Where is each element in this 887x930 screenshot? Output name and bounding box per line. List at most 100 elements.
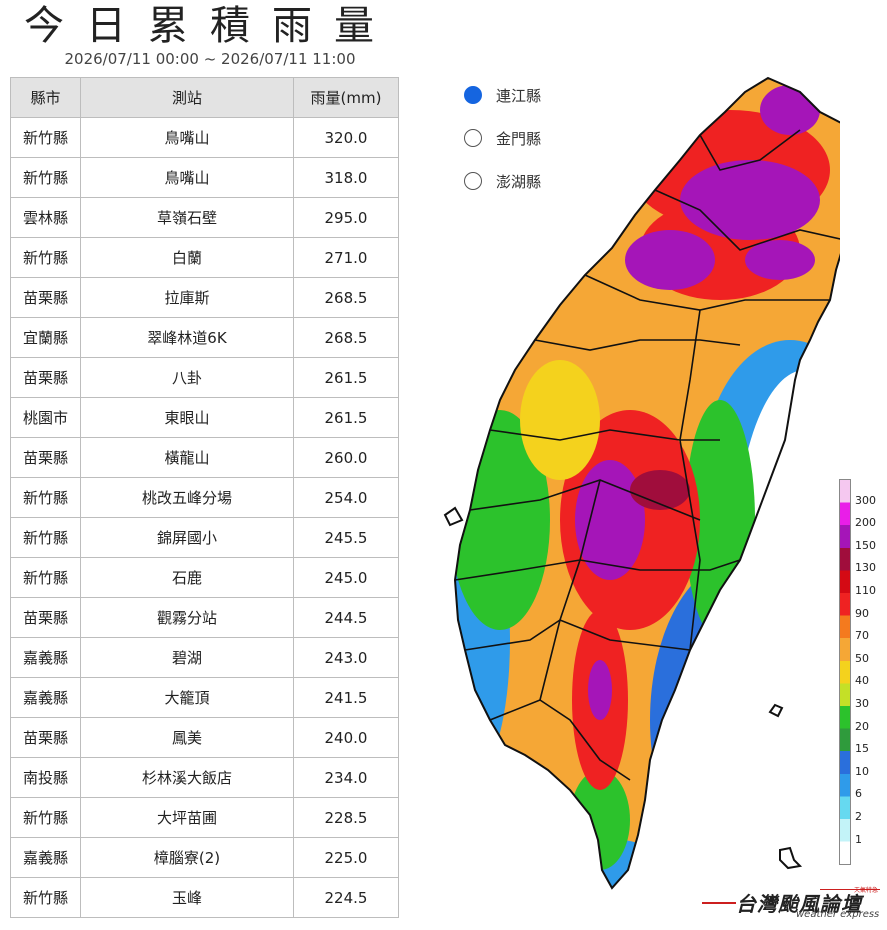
county-label: 連江縣 (496, 86, 542, 105)
rainfall-cell: 254.0 (293, 477, 399, 518)
county-cell: 桃園市 (10, 397, 81, 438)
brand-logo: 台灣颱風論壇 weather express 天氣特急 (700, 886, 885, 926)
table-row: 苗栗縣 觀霧分站 244.5 (10, 597, 399, 638)
county-cell: 新竹縣 (10, 477, 81, 518)
column-header-station: 測站 (80, 77, 294, 118)
station-cell: 錦屏國小 (80, 517, 294, 558)
rainfall-cell: 244.5 (293, 597, 399, 638)
rainfall-cell: 243.0 (293, 637, 399, 678)
table-row: 雲林縣 草嶺石壁 295.0 (10, 197, 399, 238)
county-cell: 苗栗縣 (10, 437, 81, 478)
rainfall-cell: 245.0 (293, 557, 399, 598)
table-row: 苗栗縣 橫龍山 260.0 (10, 437, 399, 478)
station-cell: 玉峰 (80, 877, 294, 918)
logo-subtext: weather express (796, 909, 880, 920)
table-row: 宜蘭縣 翠峰林道6K 268.5 (10, 317, 399, 358)
rainfall-cell: 234.0 (293, 757, 399, 798)
station-cell: 杉林溪大飯店 (80, 757, 294, 798)
station-cell: 碧湖 (80, 637, 294, 678)
table-row: 新竹縣 鳥嘴山 318.0 (10, 157, 399, 198)
county-selector: 連江縣 金門縣 澎湖縣 (464, 84, 541, 213)
legend-label: 2 (855, 810, 862, 823)
radio-selected-icon[interactable] (464, 86, 482, 104)
table-row: 新竹縣 大坪苗圃 228.5 (10, 797, 399, 838)
legend-label: 40 (855, 674, 869, 688)
station-cell: 石鹿 (80, 557, 294, 598)
county-cell: 宜蘭縣 (10, 317, 81, 358)
county-cell: 南投縣 (10, 757, 81, 798)
station-cell: 鳥嘴山 (80, 157, 294, 198)
rainfall-fill (455, 78, 840, 888)
radio-icon[interactable] (464, 172, 482, 190)
rainfall-cell: 295.0 (293, 197, 399, 238)
taiwan-rainfall-map (443, 76, 840, 890)
station-cell: 八卦 (80, 357, 294, 398)
table-row: 新竹縣 石鹿 245.0 (10, 557, 399, 598)
legend-label: 70 (855, 629, 869, 643)
legend-color-bar (839, 479, 851, 866)
county-cell: 苗栗縣 (10, 357, 81, 398)
table-row: 嘉義縣 碧湖 243.0 (10, 637, 399, 678)
station-cell: 鳥嘴山 (80, 117, 294, 158)
table-header-row: 縣市 測站 雨量(mm) (10, 77, 399, 118)
rainfall-cell: 224.5 (293, 877, 399, 918)
table-row: 嘉義縣 大籠頂 241.5 (10, 677, 399, 718)
rainfall-cell: 271.0 (293, 237, 399, 278)
logo-stroke (820, 889, 880, 890)
county-cell: 嘉義縣 (10, 677, 81, 718)
rainfall-cell: 320.0 (293, 117, 399, 158)
county-borders (454, 129, 840, 781)
station-cell: 大籠頂 (80, 677, 294, 718)
county-cell: 苗栗縣 (10, 597, 81, 638)
county-cell: 新竹縣 (10, 157, 81, 198)
station-cell: 白蘭 (80, 237, 294, 278)
table-row: 嘉義縣 樟腦寮(2) 225.0 (10, 837, 399, 878)
legend-label: 15 (855, 742, 869, 756)
page-title: 今日累積雨量 (24, 3, 396, 49)
rainfall-cell: 245.5 (293, 517, 399, 558)
county-cell: 新竹縣 (10, 517, 81, 558)
rainfall-cell: 318.0 (293, 157, 399, 198)
county-cell: 苗栗縣 (10, 717, 81, 758)
station-cell: 橫龍山 (80, 437, 294, 478)
county-cell: 新竹縣 (10, 877, 81, 918)
county-cell: 嘉義縣 (10, 637, 81, 678)
station-cell: 樟腦寮(2) (80, 837, 294, 878)
table-row: 新竹縣 錦屏國小 245.5 (10, 517, 399, 558)
legend-label: 50 (855, 651, 869, 665)
table-row: 南投縣 杉林溪大飯店 234.0 (10, 757, 399, 798)
green-island (768, 703, 784, 718)
logo-stroke (702, 902, 736, 904)
rainfall-cell: 268.5 (293, 317, 399, 358)
table-row: 苗栗縣 拉庫斯 268.5 (10, 277, 399, 318)
table-row: 新竹縣 桃改五峰分場 254.0 (10, 477, 399, 518)
rainfall-cell: 268.5 (293, 277, 399, 318)
county-cell: 新竹縣 (10, 117, 81, 158)
table-row: 桃園市 東眼山 261.5 (10, 397, 399, 438)
rainfall-cell: 261.5 (293, 357, 399, 398)
station-cell: 觀霧分站 (80, 597, 294, 638)
county-cell: 嘉義縣 (10, 837, 81, 878)
orchid-island (779, 846, 803, 870)
logo-badge: 天氣特急 (854, 887, 879, 894)
table-row: 新竹縣 白蘭 271.0 (10, 237, 399, 278)
county-cell: 雲林縣 (10, 197, 81, 238)
legend-label: 130 (855, 561, 876, 575)
penghu-outline (443, 506, 464, 527)
radio-icon[interactable] (464, 129, 482, 147)
county-option-kinmen[interactable]: 金門縣 (464, 127, 541, 149)
county-cell: 新竹縣 (10, 237, 81, 278)
county-option-lienchiang[interactable]: 連江縣 (464, 84, 541, 106)
station-cell: 鳳美 (80, 717, 294, 758)
county-label: 金門縣 (496, 129, 542, 148)
table-row: 新竹縣 鳥嘴山 320.0 (10, 117, 399, 158)
legend-label: 1 (855, 832, 862, 846)
legend-label: 200 (855, 516, 876, 530)
legend-label: 300 (855, 493, 876, 507)
rainfall-cell: 225.0 (293, 837, 399, 878)
legend-label: 6 (855, 787, 862, 801)
table-row: 新竹縣 玉峰 224.5 (10, 877, 399, 918)
table-row: 苗栗縣 八卦 261.5 (10, 357, 399, 398)
legend-label: 10 (855, 764, 869, 778)
county-option-penghu[interactable]: 澎湖縣 (464, 170, 541, 192)
